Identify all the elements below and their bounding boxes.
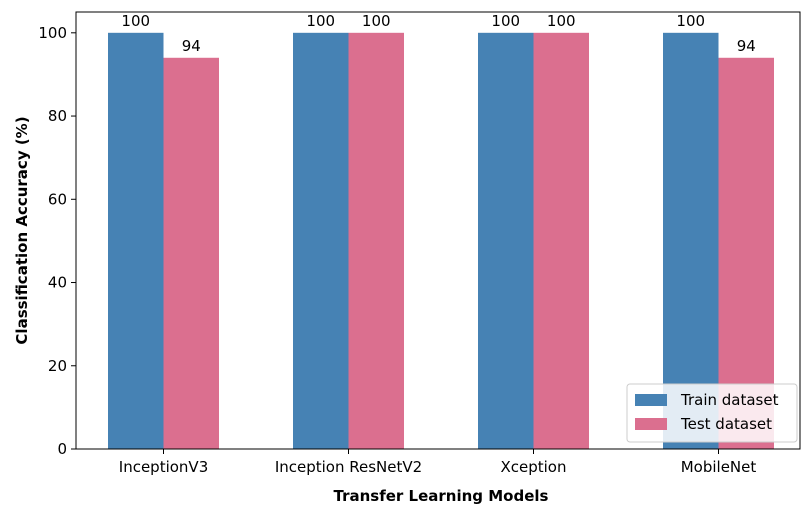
bar-train-0 bbox=[108, 32, 164, 450]
data-label-train-1: 100 bbox=[306, 12, 335, 30]
data-label-test-1: 100 bbox=[362, 12, 391, 30]
data-label-train-0: 100 bbox=[121, 12, 150, 30]
bar-test-1 bbox=[348, 32, 404, 450]
x-tick-label-0: InceptionV3 bbox=[119, 458, 208, 476]
legend-box bbox=[626, 383, 798, 443]
x-tick-label-2: Xception bbox=[500, 458, 566, 476]
x-tick-label-3: MobileNet bbox=[681, 458, 757, 476]
data-label-test-0: 94 bbox=[182, 37, 201, 55]
data-label-test-2: 100 bbox=[547, 12, 576, 30]
bar-train-2 bbox=[478, 32, 534, 450]
plot-frame bbox=[75, 11, 801, 450]
legend-label-train: Train dataset bbox=[680, 391, 779, 409]
y-tick-label-1: 20 bbox=[48, 357, 67, 375]
bar-train-3 bbox=[663, 32, 719, 450]
bar-train-1 bbox=[293, 32, 349, 450]
y-axis: 0 20 40 60 80 100 bbox=[38, 24, 76, 458]
y-tick-label-5: 100 bbox=[38, 24, 67, 42]
legend-label-test: Test dataset bbox=[680, 415, 772, 433]
data-label-test-3: 94 bbox=[737, 37, 756, 55]
data-label-train-3: 100 bbox=[676, 12, 705, 30]
legend-swatch-test bbox=[635, 418, 667, 430]
bar-test-2 bbox=[533, 32, 589, 450]
y-axis-title: Classification Accuracy (%) bbox=[13, 116, 31, 344]
data-labels-group: 100 94 100 100 100 100 100 94 bbox=[121, 12, 755, 55]
data-label-train-2: 100 bbox=[491, 12, 520, 30]
legend-swatch-train bbox=[635, 394, 667, 406]
y-tick-label-4: 80 bbox=[48, 107, 67, 125]
x-tick-label-1: Inception ResNetV2 bbox=[275, 458, 422, 476]
y-tick-label-0: 0 bbox=[57, 440, 67, 458]
x-axis-title: Transfer Learning Models bbox=[334, 487, 549, 505]
y-tick-label-3: 60 bbox=[48, 190, 67, 208]
y-tick-label-2: 40 bbox=[48, 274, 67, 292]
bar-test-0 bbox=[163, 57, 219, 450]
x-axis: InceptionV3 Inception ResNetV2 Xception Mob… bbox=[119, 449, 757, 476]
legend: Train dataset Test dataset bbox=[626, 383, 798, 443]
